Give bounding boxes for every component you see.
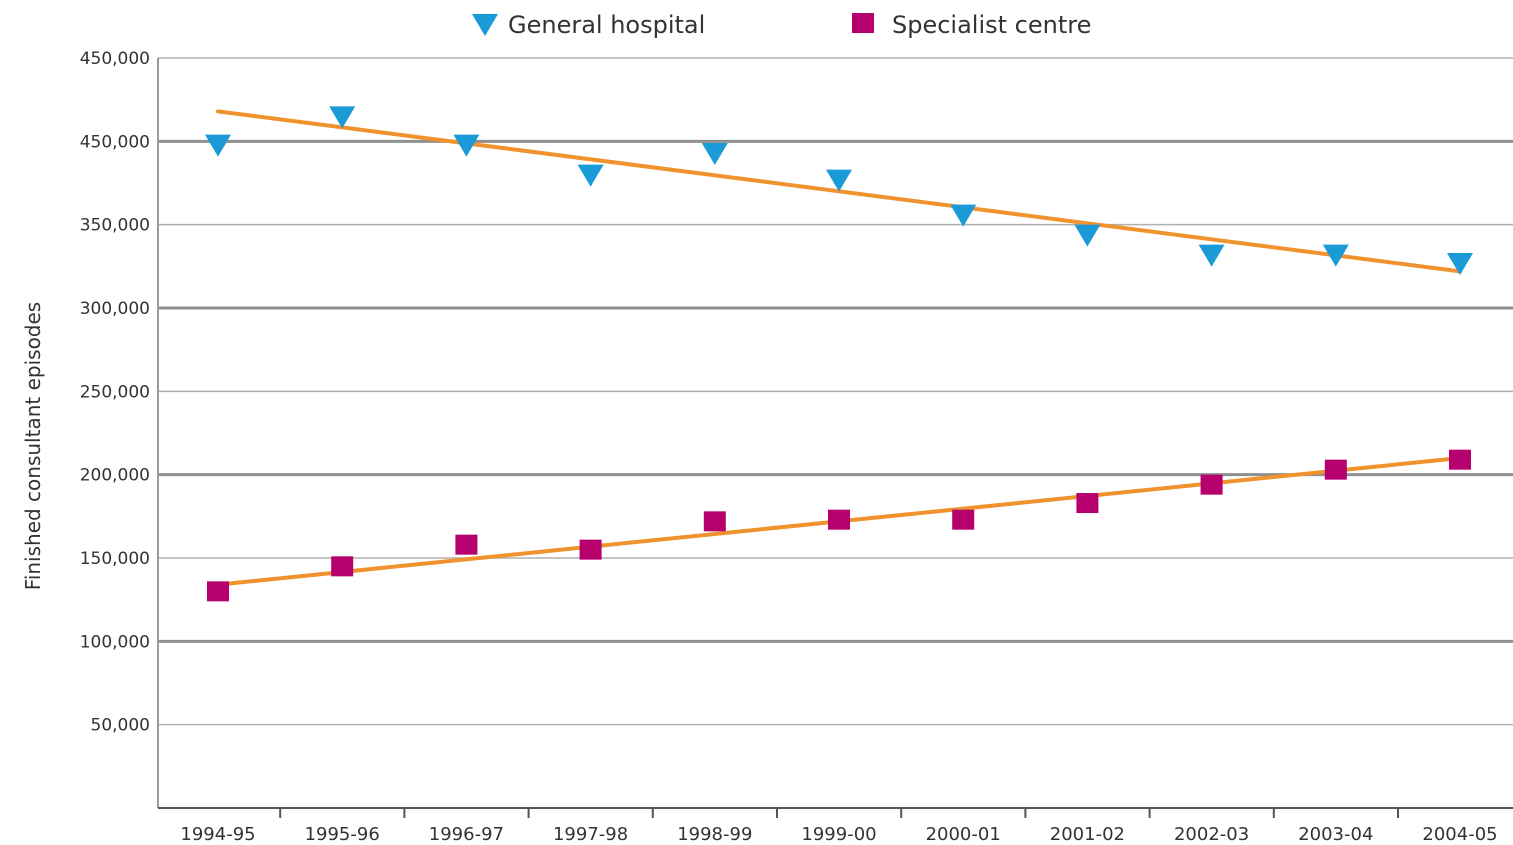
general-hospital-point xyxy=(950,204,977,227)
x-tick-label: 1998-99 xyxy=(677,824,752,845)
x-tick-label: 1994-95 xyxy=(180,824,255,845)
specialist-centre-point xyxy=(952,509,975,530)
specialist-centre-point xyxy=(703,511,726,532)
axes xyxy=(157,58,1513,809)
y-tick-label: 450,000 xyxy=(80,132,150,152)
x-tick-labels: 1994-95 1995-96 1996-97 1997-98 1998-99 1999-… xyxy=(180,808,1498,845)
x-tick-label: 1999-00 xyxy=(801,824,876,845)
general-hospital-point xyxy=(577,164,604,187)
y-tick-label: 150,000 xyxy=(80,549,150,569)
general-hospital-point xyxy=(1322,244,1349,267)
x-tick-label: 1995-96 xyxy=(305,824,380,845)
y-tick-labels: 50,000 100,000 150,000 200,000 250,000 300,00… xyxy=(80,49,150,736)
data-markers xyxy=(205,106,1473,602)
specialist-centre-point xyxy=(1200,474,1223,495)
general-hospital-point xyxy=(329,106,356,129)
general-hospital-point xyxy=(1447,253,1473,275)
legend-square-marker xyxy=(852,13,874,33)
specialist-centre-point xyxy=(1076,493,1099,513)
x-tick-label: 2002-03 xyxy=(1174,824,1249,845)
y-axis-label: Finished consultant episodes xyxy=(21,302,45,590)
specialist-centre-point xyxy=(579,539,602,560)
y-tick-label: 100,000 xyxy=(80,632,150,652)
general-hospital-point xyxy=(453,134,480,157)
y-tick-label: 50,000 xyxy=(91,716,150,736)
specialist-centre-point xyxy=(1324,459,1347,480)
general-hospital-point xyxy=(1074,224,1101,247)
x-tick-label: 1997-98 xyxy=(553,824,628,845)
y-tick-label: 450,000 xyxy=(80,49,150,69)
specialist-centre-point xyxy=(207,581,229,602)
general-hospital-point xyxy=(826,169,852,192)
y-tick-label: 250,000 xyxy=(80,382,150,402)
general-hospital-point xyxy=(205,134,231,157)
legend-label-general-hospital: General hospital xyxy=(508,11,705,39)
legend-label-specialist-centre: Specialist centre xyxy=(892,11,1091,39)
y-tick-label: 350,000 xyxy=(80,216,150,236)
x-tick-label: 1996-97 xyxy=(429,824,504,845)
specialist-centre-point xyxy=(828,509,850,530)
general-hospital-point xyxy=(701,143,728,165)
x-tick-label: 2001-02 xyxy=(1050,824,1125,845)
x-tick-label: 2003-04 xyxy=(1298,824,1373,845)
y-tick-label: 200,000 xyxy=(80,466,150,486)
general-hospital-point xyxy=(1198,244,1225,267)
grid xyxy=(158,57,1513,726)
x-tick-label: 2000-01 xyxy=(926,824,1001,845)
x-tick-label: 2004-05 xyxy=(1422,824,1497,845)
specialist-centre-point xyxy=(455,534,478,555)
y-tick-label: 300,000 xyxy=(80,299,150,319)
legend-triangle-marker xyxy=(472,14,498,36)
specialist-centre-point xyxy=(1449,449,1471,470)
specialist-centre-point xyxy=(331,556,354,577)
legend: General hospital Specialist centre xyxy=(472,11,1091,39)
